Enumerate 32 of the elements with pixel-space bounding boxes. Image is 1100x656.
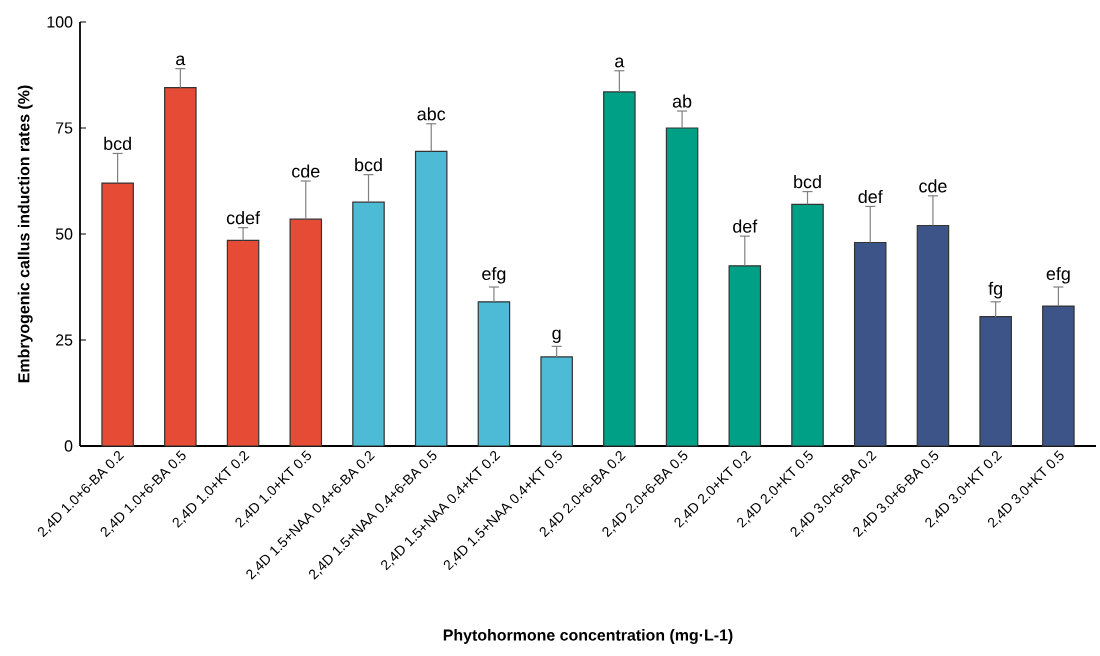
bar	[540, 356, 573, 447]
data-label: bcd	[355, 158, 382, 172]
bar	[101, 182, 134, 447]
bar	[477, 301, 511, 447]
bar	[728, 265, 762, 447]
bar	[226, 239, 260, 447]
data-label: cde	[292, 164, 320, 178]
bar	[164, 87, 197, 447]
data-label: def	[858, 189, 883, 204]
data-label: cdef	[226, 211, 261, 225]
data-label: a	[176, 55, 186, 66]
data-label: bcd	[104, 136, 131, 151]
data-label: efg	[1046, 266, 1070, 284]
data-label: def	[733, 219, 758, 233]
data-label: fg	[988, 281, 1002, 299]
bar	[916, 224, 950, 447]
data-label: a	[615, 57, 625, 68]
bar	[352, 201, 385, 447]
data-label: g	[552, 329, 561, 343]
bar	[1042, 305, 1075, 447]
bar	[414, 150, 448, 447]
data-label: ab	[672, 94, 692, 108]
data-label: bcd	[794, 175, 821, 189]
data-label: efg	[482, 266, 506, 284]
bar	[979, 316, 1012, 447]
bar	[289, 218, 323, 447]
bar	[665, 127, 699, 447]
data-label: cde	[919, 179, 947, 193]
bar	[791, 203, 824, 447]
bar	[603, 91, 636, 447]
bar	[853, 241, 887, 447]
data-label: abc	[417, 107, 446, 121]
